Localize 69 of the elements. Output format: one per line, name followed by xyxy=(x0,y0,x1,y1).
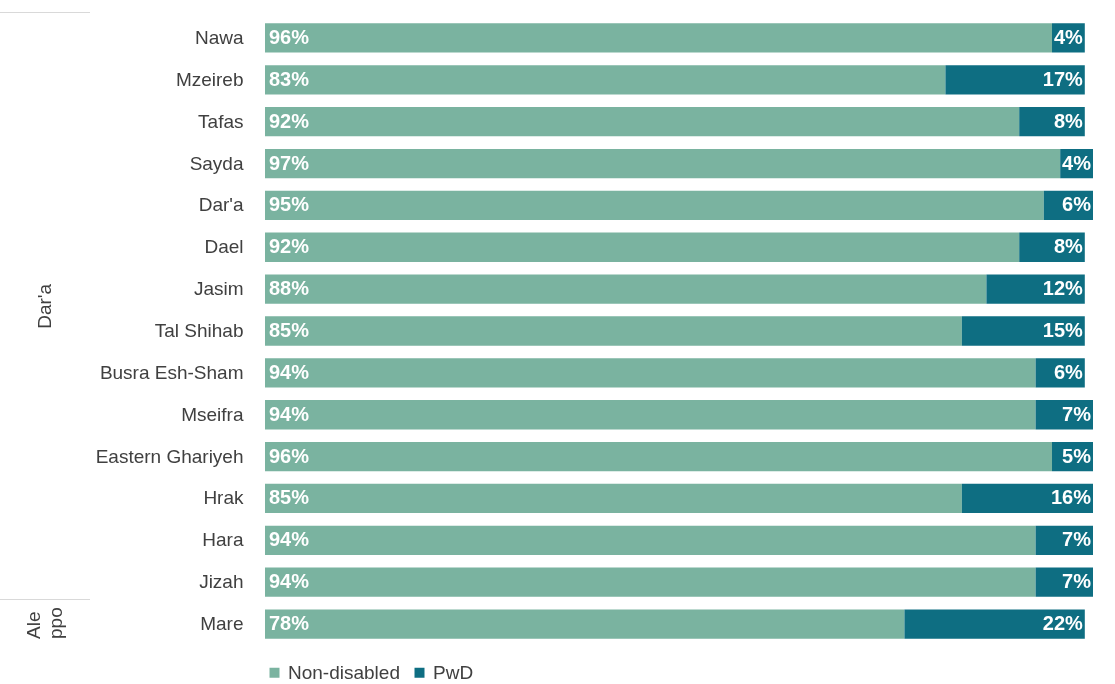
data-label: 6% xyxy=(1053,360,1084,383)
bar xyxy=(265,483,962,514)
data-label: 5% xyxy=(1062,444,1092,467)
data-label: 94% xyxy=(269,402,310,425)
y-tick-label: Mseifra xyxy=(181,403,244,425)
bar xyxy=(265,567,1036,597)
bar xyxy=(265,23,1053,53)
data-label: 94% xyxy=(269,528,310,551)
bar xyxy=(265,609,905,639)
y-tick-label: Hara xyxy=(202,529,244,551)
bar xyxy=(265,274,987,304)
data-label: 7% xyxy=(1062,402,1092,425)
bar xyxy=(904,609,1085,639)
bar xyxy=(265,107,1020,137)
bar xyxy=(265,400,1036,430)
bar xyxy=(265,525,1036,555)
text: Aleppo xyxy=(23,606,67,640)
data-label: 92% xyxy=(269,235,310,258)
data-label: 96% xyxy=(269,444,310,467)
data-label: 83% xyxy=(269,67,310,90)
data-label: 7% xyxy=(1062,570,1092,593)
data-label: 12% xyxy=(1042,277,1084,300)
data-label: 7% xyxy=(1062,528,1092,551)
bar xyxy=(265,190,1044,221)
bar xyxy=(265,441,1053,472)
data-label: 88% xyxy=(269,277,310,300)
data-label: 94% xyxy=(269,570,310,593)
y-tick-label: Jasim xyxy=(193,278,244,300)
data-label: 8% xyxy=(1053,109,1084,132)
data-label: 8% xyxy=(1053,235,1084,258)
data-label: 94% xyxy=(269,360,310,383)
bar xyxy=(265,232,1020,262)
y-tick-label: Dael xyxy=(204,236,244,258)
y-tick-label: Mzeireb xyxy=(175,68,244,90)
y-tick-label: Busra Esh-Sham xyxy=(99,361,244,383)
legend-label: PwD xyxy=(433,661,474,683)
bar xyxy=(961,483,1093,514)
bar xyxy=(265,148,1061,179)
y-tick-label: Tal Shihab xyxy=(154,320,244,341)
data-label: 78% xyxy=(269,612,310,635)
text: Dar'a xyxy=(34,283,56,329)
data-label: 4% xyxy=(1062,151,1092,174)
data-label: 92% xyxy=(269,109,310,132)
data-label: 6% xyxy=(1062,193,1092,216)
data-label: 16% xyxy=(1050,486,1092,509)
data-label: 97% xyxy=(269,151,310,174)
data-label: 85% xyxy=(269,486,310,509)
y-tick-label: Tafas xyxy=(198,110,244,132)
y-tick-label: Hrak xyxy=(203,487,244,509)
data-label: 96% xyxy=(269,25,310,48)
data-label: 22% xyxy=(1042,612,1084,635)
data-label: 17% xyxy=(1042,67,1084,90)
data-label: 15% xyxy=(1042,319,1084,341)
data-label: 85% xyxy=(269,319,310,341)
data-label: 95% xyxy=(269,193,310,216)
bar xyxy=(986,274,1085,304)
y-tick-label: Nawa xyxy=(194,26,244,48)
bar xyxy=(265,316,962,346)
bar xyxy=(945,65,1085,95)
y-tick-label: Eastern Ghariyeh xyxy=(95,445,244,467)
bar xyxy=(265,65,946,95)
data-label: 4% xyxy=(1053,25,1084,48)
y-tick-label: Sayda xyxy=(189,152,244,174)
y-tick-label: Jizah xyxy=(199,571,244,593)
legend-label: Non-disabled xyxy=(288,661,400,683)
y-tick-label: Mare xyxy=(200,613,244,635)
bar xyxy=(961,316,1085,346)
bar xyxy=(265,358,1036,388)
y-tick-label: Dar'a xyxy=(198,194,244,216)
